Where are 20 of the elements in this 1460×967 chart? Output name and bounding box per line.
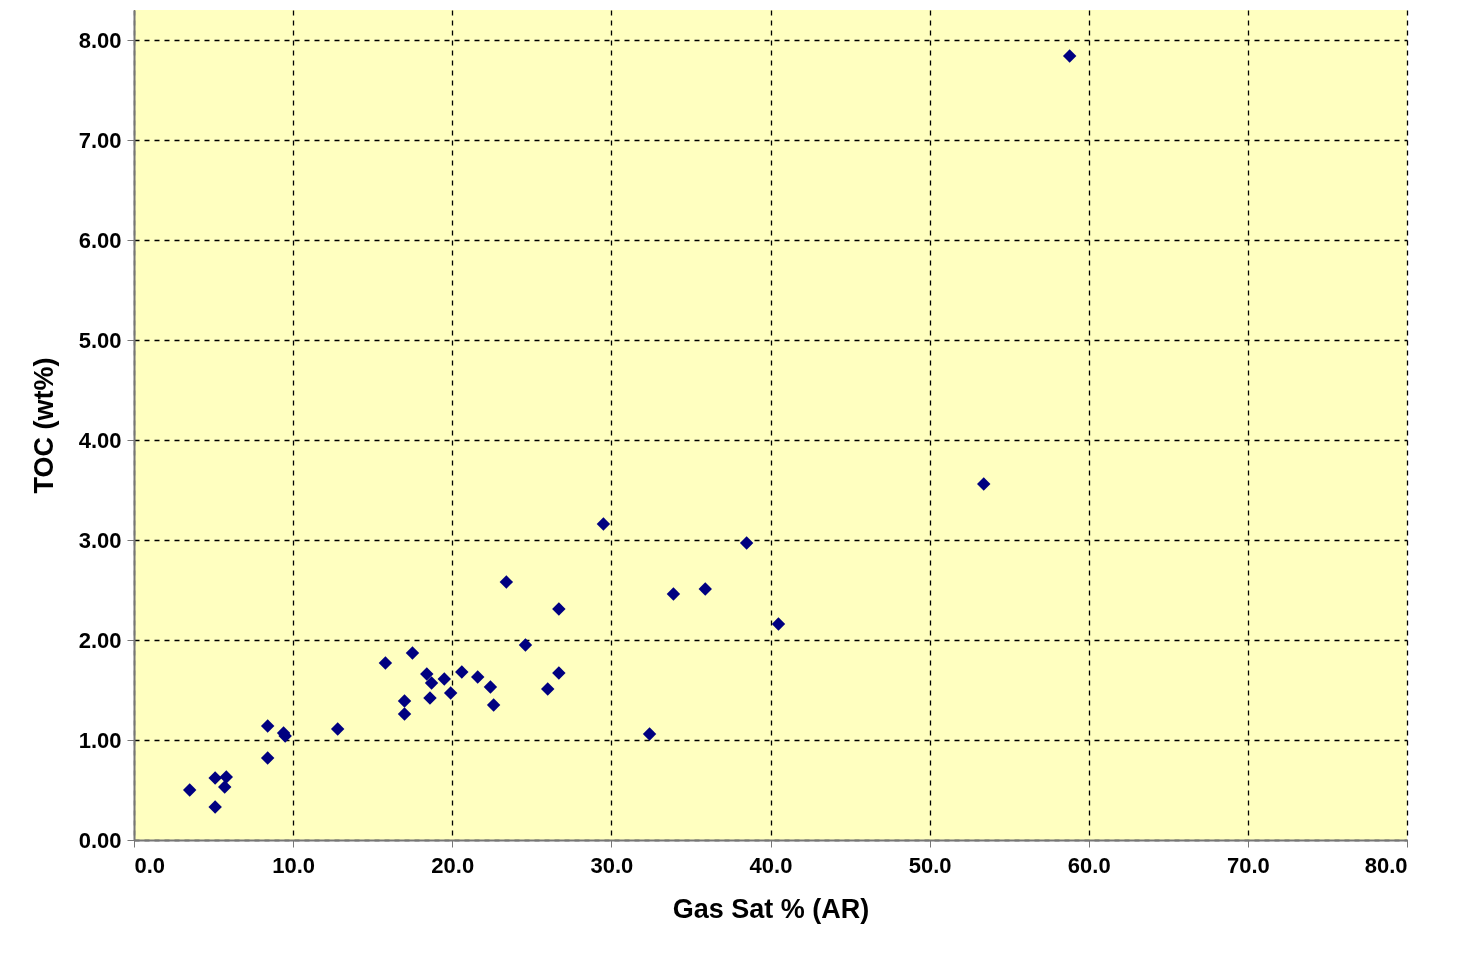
x-tick-label: 10.0 <box>272 852 316 878</box>
x-tick-label: 0.0 <box>134 852 166 878</box>
x-tick-label: 60.0 <box>1067 852 1111 878</box>
x-axis-title: Gas Sat % (AR) <box>672 893 870 924</box>
x-tick-label: 30.0 <box>590 852 634 878</box>
y-tick-label: 4.00 <box>78 427 122 453</box>
y-tick-label: 7.00 <box>78 127 122 153</box>
x-tick-label: 40.0 <box>749 852 793 878</box>
y-tick-label: 2.00 <box>78 627 122 653</box>
y-tick-label: 3.00 <box>78 527 122 553</box>
y-tick-label: 1.00 <box>78 727 122 753</box>
x-tick-label: 20.0 <box>431 852 475 878</box>
y-axis-title: TOC (wt%) <box>28 357 59 494</box>
x-tick-label: 50.0 <box>908 852 952 878</box>
x-tick-label: 70.0 <box>1226 852 1270 878</box>
y-tick-label: 0.00 <box>78 827 122 853</box>
y-tick-label: 5.00 <box>78 327 122 353</box>
y-tick-label: 8.00 <box>78 27 122 53</box>
y-tick-label: 6.00 <box>78 227 122 253</box>
x-tick-label: 80.0 <box>1364 852 1408 878</box>
